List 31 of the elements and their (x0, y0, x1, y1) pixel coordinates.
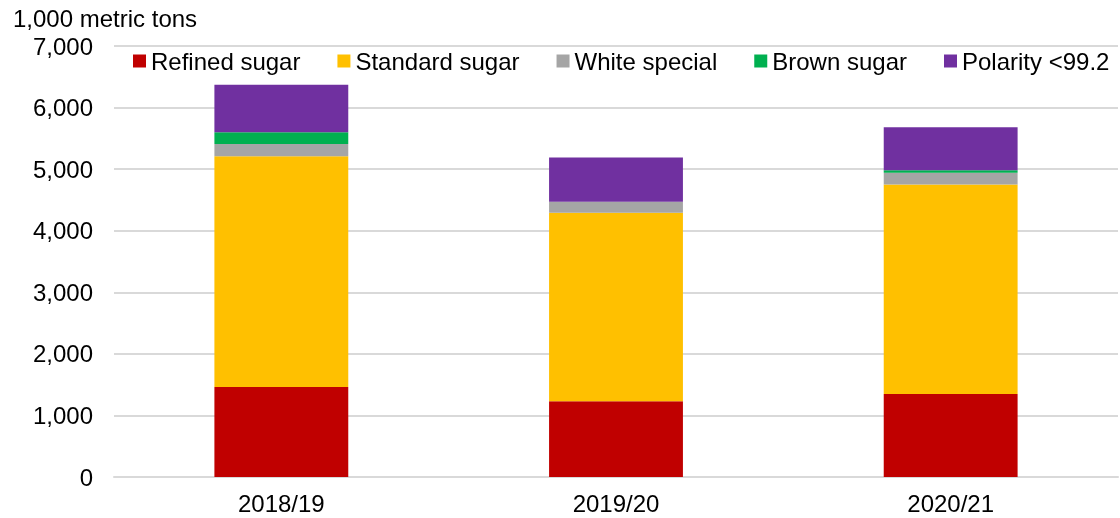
bar (214, 156, 349, 388)
y-tick-label: 0 (79, 463, 93, 491)
bar (214, 132, 349, 144)
y-tick-label: 4,000 (32, 217, 93, 245)
x-tick-label: 2018/19 (237, 489, 325, 517)
bar (883, 184, 1018, 394)
legend-label: Polarity <99.2 (961, 47, 1110, 75)
legend-label: Brown sugar (772, 47, 907, 75)
bar (549, 401, 683, 477)
bar (883, 393, 1018, 477)
bar (214, 84, 349, 133)
bar (214, 387, 349, 477)
bar (883, 172, 1018, 185)
y-tick-label: 3,000 (32, 278, 93, 306)
bar (883, 127, 1018, 171)
bar (883, 170, 1018, 173)
legend-label: White special (574, 47, 718, 75)
x-tick-label: 2020/21 (907, 489, 995, 517)
y-tick-label: 5,000 (32, 155, 93, 183)
bar (549, 157, 683, 202)
bar (214, 143, 349, 157)
x-tick-label: 2019/20 (572, 489, 660, 517)
y-tick-label: 6,000 (32, 94, 93, 122)
legend-label: Standard sugar (355, 47, 520, 75)
y-tick-label: 2,000 (32, 340, 93, 368)
y-tick-label: 1,000 (32, 401, 93, 429)
bar (549, 201, 683, 213)
y-tick-label: 7,000 (32, 32, 93, 60)
bar (549, 212, 683, 402)
legend-label: Refined sugar (151, 47, 301, 75)
y-axis-title: 1,000 metric tons (13, 4, 198, 32)
